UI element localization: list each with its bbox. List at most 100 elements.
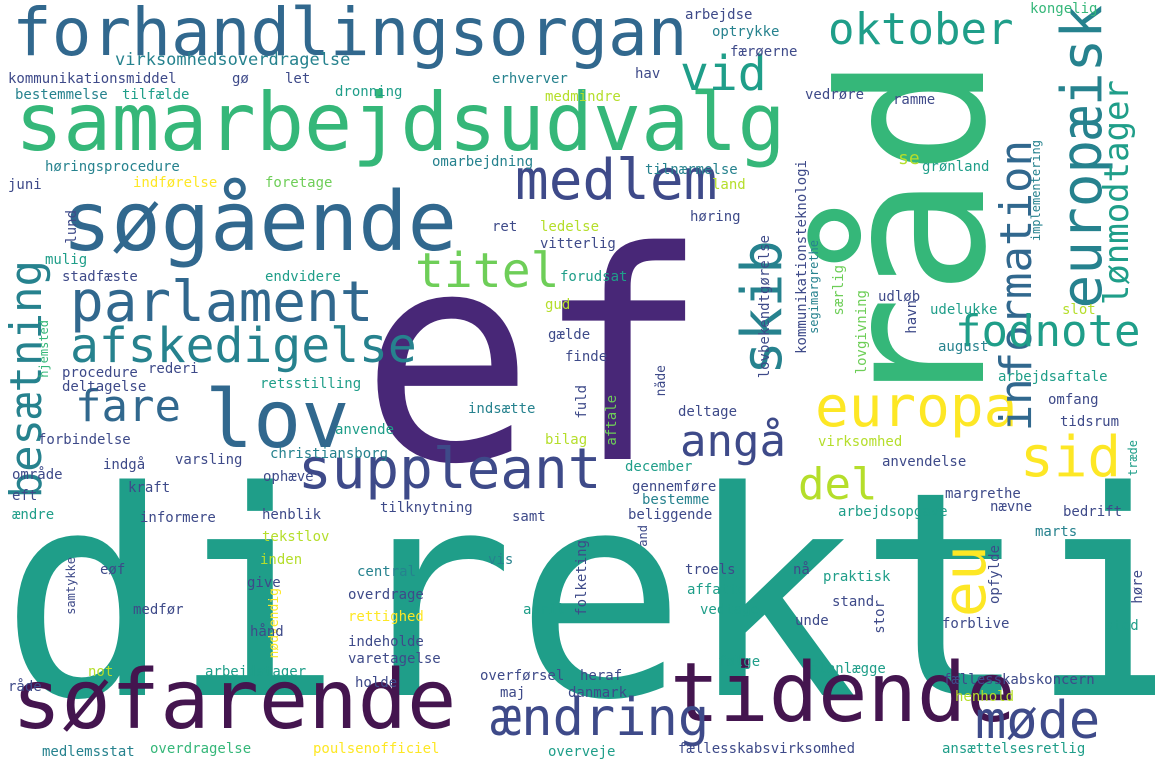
word-saerlig: særlig [831,265,847,316]
word-folge: følge [718,654,761,670]
word-gennemfore: gennemføre [632,479,717,495]
word-medlemsstat: medlemsstat [42,744,135,760]
word-rad: råd [798,55,1031,417]
word-informere: informere [140,510,216,526]
word-anvende: anvende [335,422,395,438]
word-samtykke: samtykke [64,557,78,615]
word-fuld: fuld [574,385,590,419]
word-nade: nåde [654,365,669,397]
word-vid: vid [680,46,767,102]
word-medmindre: medmindre [545,89,621,105]
word-indforelse: indførelse [133,175,218,191]
word-rettighed: rettighed [348,609,424,625]
word-anga: angå [680,416,786,467]
word-bedrift: bedrift [1063,504,1123,520]
word-horing: høring [690,209,741,225]
word-stadfaeste: stadfæste [62,269,138,285]
word-lund: lund [64,210,80,244]
word-finde: finde [565,349,608,365]
word-lovgivning: lovgivning [854,290,870,375]
word-holde: holde [355,675,398,691]
word-overdragelse: overdragelse [150,741,252,757]
word-ef: ef [360,191,710,528]
word-oktober: oktober [828,4,1014,55]
word-faellesskabskoncern: fællesskabskoncern [943,672,1095,688]
word-eof: eøf [100,562,126,578]
word-indeholde: indeholde [348,634,424,650]
word-ledelse: ledelse [540,219,600,235]
word-havn: havn [904,300,920,334]
word-arbejdstager: arbejdstager [205,664,307,680]
word-overveje: overveje [548,744,616,760]
word-ophaeve: ophæve [263,469,314,485]
word-stand: stand [832,594,875,610]
word-eft: eft [12,488,38,504]
word-del: del [798,459,878,510]
word-virksomhed: virksomhed [818,434,903,450]
word-arbejdse: arbejdse [685,7,753,23]
word-deltagelse: deltagelse [62,379,147,395]
word-vedtage: vedtage [700,602,760,618]
word-folketing: folketing [574,540,590,616]
word-traede: træde [1126,440,1140,477]
word-and: and [636,525,650,547]
word-lonmodtager: lønmodtager [1097,80,1137,306]
word-indsaette: indsætte [468,401,536,417]
word-affatte: affatte [687,582,747,598]
word-retsstilling: retsstilling [260,376,362,392]
word-procedure: procedure [62,365,138,381]
word-udlob: udløb [878,289,921,305]
word-forbindelse: forbindelse [38,432,131,448]
word-naevne: nævne [990,499,1033,515]
word-parlament: parlament [70,270,374,335]
word-tekstlov: tekstlov [262,529,330,545]
word-december: december [625,459,693,475]
word-sogaende: søgående [62,175,457,270]
word-tidende: tidende [670,646,1016,741]
word-forblive: forblive [942,616,1010,632]
word-rade: råde [8,679,42,695]
word-fare: fare [75,381,181,432]
word-stor: stor [872,600,888,634]
word-tilnaermelse: tilnærmelse [645,162,738,178]
word-vitterlig: vitterlig [540,236,616,252]
word-arbejdsopgave: arbejdsopgave [838,504,948,520]
word-aftale: aftale [604,395,620,446]
word-opfylde: opfylde [987,545,1003,605]
word-hore: høre [1130,570,1146,604]
word-let: let [285,71,311,87]
word-overforsel: overførsel [480,668,565,684]
word-sid: sid [1020,425,1122,490]
word-direktiv: direktiv [0,431,1155,763]
word-optrykke: optrykke [712,24,780,40]
word-dronning: dronning [335,84,403,100]
word-samt: samt [512,509,546,525]
word-august: august [938,339,989,355]
word-overdrage: overdrage [348,587,424,603]
word-mode: møde [975,691,1101,751]
word-planlaegge: planlægge [810,661,886,677]
word-aendring: ændring [490,688,710,748]
word-kongelig: kongelig [1030,1,1098,17]
word-ret: ret [492,219,518,235]
word-land: land [712,177,746,193]
word-arbejdsaftale: arbejdsaftale [998,369,1108,385]
word-bilag: bilag [545,432,588,448]
word-henhold: henhold [955,689,1015,705]
word-anvendelse: anvendelse [882,454,967,470]
word-besaetning: besætning [1,260,52,499]
word-faellesskabsvirksomhed: fællesskabsvirksomhed [678,741,856,757]
word-not: not [88,664,114,680]
word-slot: slot [1062,302,1096,318]
word-implementering: implementering [1029,140,1043,242]
word-beliggende: beliggende [628,507,713,523]
word-hjemsted: hjemsted [37,320,51,378]
word-gaelde: gælde [548,327,591,343]
word-horingsprocedure: høringsprocedure [45,159,180,175]
word-central: central [357,564,417,580]
word-titel: titel [415,243,560,299]
word-omarbejdning: omarbejdning [432,154,534,170]
word-europa: europa [815,375,1018,440]
word-tilfaelde: tilfælde [122,87,190,103]
